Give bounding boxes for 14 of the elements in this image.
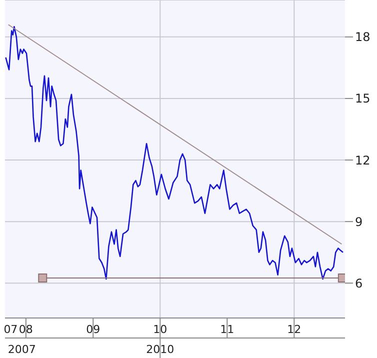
x-tick-label: 07: [4, 323, 18, 336]
line-series: [5, 26, 344, 280]
x2-tick-label: 2007: [8, 343, 36, 356]
y-tick-label: 12: [355, 153, 370, 168]
y-tick-label: 15: [355, 92, 370, 106]
x-tick-label: 12: [287, 323, 302, 336]
x-tick-label: 10: [153, 323, 168, 336]
y-tick-label: 18: [355, 30, 370, 44]
y-tick-label: 9: [355, 214, 363, 229]
x-tick-label: 09: [86, 323, 100, 336]
x-tick-label: 08: [18, 323, 33, 336]
y-tick-label: 6: [355, 276, 363, 290]
x2-tick-label: 2010: [146, 343, 174, 356]
x-tick-label: 11: [220, 323, 234, 336]
